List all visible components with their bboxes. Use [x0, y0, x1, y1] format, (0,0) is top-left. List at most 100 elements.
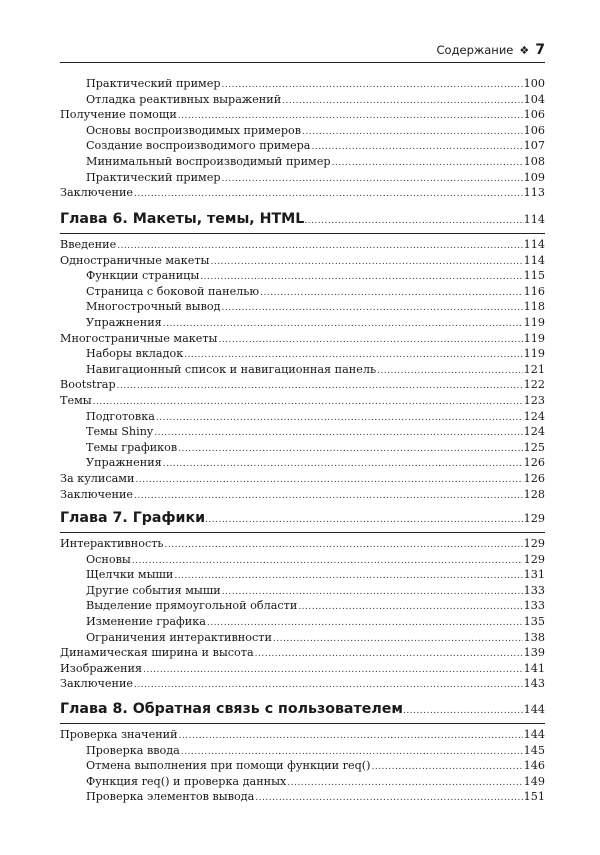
- dot-leader: [218, 333, 522, 347]
- toc-section-entry[interactable]: Заключение 128: [60, 487, 545, 503]
- toc-subsection-entry[interactable]: Навигационный список и навигационная пан…: [60, 362, 545, 378]
- entry-title: Практический пример: [86, 77, 221, 90]
- toc-chapter-7: Глава 7. Графики129 Интерактивность129Осн…: [60, 510, 545, 692]
- toc-subsection-entry[interactable]: Практический пример 100: [60, 76, 545, 92]
- toc-subsection-entry[interactable]: Практический пример 109: [60, 170, 545, 186]
- entry-page: 125: [523, 440, 545, 454]
- toc-subsection-entry[interactable]: Отладка реактивных выражений 104: [60, 92, 545, 108]
- entry-title: Проверка значений: [60, 728, 178, 741]
- entry-title: Подготовка: [86, 409, 155, 423]
- dot-leader: [260, 286, 523, 300]
- toc-subsection-entry[interactable]: Отмена выполнения при помощи функции req…: [60, 758, 545, 774]
- entry-title: Изображения: [60, 661, 143, 675]
- dot-leader: [163, 317, 523, 331]
- dot-leader: [255, 647, 523, 661]
- entry-title: Упражнения: [86, 456, 162, 470]
- entry-page: 114: [523, 253, 545, 267]
- dot-leader: [371, 760, 522, 774]
- toc-subsection-entry[interactable]: Темы Shiny 124: [60, 424, 545, 440]
- entry-page: 139: [523, 646, 545, 660]
- entry-title: Динамическая ширина и высота: [60, 646, 254, 660]
- running-header: Содержание ❖ 7: [60, 38, 545, 63]
- entry-page: 106: [523, 108, 545, 122]
- toc-subsection-entry[interactable]: Функция req() и проверка данных 149: [60, 774, 545, 790]
- chapter-heading[interactable]: Глава 8. Обратная связь с пользователем 1…: [60, 701, 545, 724]
- toc-subsection-entry[interactable]: Изменение графика 135: [60, 614, 545, 630]
- toc-section-entry[interactable]: Изображения 141: [60, 661, 545, 677]
- toc-section-entry[interactable]: Многостраничные макеты 119: [60, 331, 545, 347]
- entry-page: 115: [523, 269, 545, 283]
- entry-title: Получение помощи: [60, 108, 177, 122]
- chapter-title: Глава 6. Макеты, темы, HTML: [60, 211, 305, 227]
- toc-subsection-entry[interactable]: Ограничения интерактивности 138: [60, 630, 545, 646]
- entry-page: 146: [523, 759, 545, 773]
- toc-subsection-entry[interactable]: Другие события мыши 133: [60, 583, 545, 599]
- toc-subsection-entry[interactable]: Проверка элементов вывода 151: [60, 789, 545, 805]
- toc-section-entry[interactable]: Проверка значений 144: [60, 727, 545, 743]
- toc-section-entry[interactable]: Интерактивность 129: [60, 536, 545, 552]
- dot-leader: [134, 187, 523, 201]
- entry-title: Изменение графика: [86, 614, 206, 628]
- entry-title: Заключение: [60, 487, 134, 501]
- entry-title: Функция req() и проверка данных: [86, 774, 287, 788]
- toc-subsection-entry[interactable]: Упражнения 119: [60, 315, 545, 331]
- toc-subsection-entry[interactable]: Многострочный вывод 118: [60, 299, 545, 315]
- entry-page: 122: [523, 378, 545, 392]
- dot-leader: [117, 239, 522, 253]
- chapter-page: 144: [523, 703, 545, 716]
- entry-page: 143: [523, 677, 545, 691]
- chapter-title: Глава 7. Графики: [60, 510, 206, 526]
- dot-leader: [184, 348, 522, 362]
- entry-title: Отладка реактивных выражений: [86, 92, 282, 106]
- toc-section-entry[interactable]: Введение 114: [60, 237, 545, 253]
- toc-subsection-entry[interactable]: Страница с боковой панелью 116: [60, 284, 545, 300]
- toc-section-entry[interactable]: Темы 123: [60, 393, 545, 409]
- dot-leader: [163, 457, 523, 471]
- dot-leader: [302, 125, 523, 139]
- toc-subsection-entry[interactable]: Подготовка 124: [60, 409, 545, 425]
- dot-leader: [222, 301, 523, 315]
- toc-subsection-entry[interactable]: Основы 129: [60, 552, 545, 568]
- dot-leader: [298, 600, 522, 614]
- dot-leader: [311, 140, 522, 154]
- entry-title: Выделение прямоугольной области: [86, 599, 298, 613]
- chapter-heading[interactable]: Глава 7. Графики 129: [60, 510, 545, 533]
- entry-page: 100: [523, 77, 545, 90]
- toc-subsection-entry[interactable]: Упражнения 126: [60, 455, 545, 471]
- toc-subsection-entry[interactable]: Функции страницы 115: [60, 268, 545, 284]
- toc-subsection-entry[interactable]: Создание воспроизводимого примера 107: [60, 138, 545, 154]
- ornament-icon: ❖: [519, 44, 530, 57]
- entry-page: 149: [523, 774, 545, 788]
- dot-leader: [222, 78, 523, 92]
- toc-subsection-entry[interactable]: Наборы вкладок 119: [60, 346, 545, 362]
- toc-subsection-entry[interactable]: Щелчки мыши 131: [60, 567, 545, 583]
- dot-leader: [165, 538, 523, 552]
- toc-section-entry[interactable]: Заключение 143: [60, 676, 545, 692]
- entry-page: 119: [523, 315, 545, 329]
- toc-subsection-entry[interactable]: Выделение прямоугольной области 133: [60, 598, 545, 614]
- entry-title: Многостраничные макеты: [60, 331, 218, 345]
- toc-section-entry[interactable]: Одностраничные макеты 114: [60, 253, 545, 269]
- toc-section-entry[interactable]: Bootstrap 122: [60, 377, 545, 393]
- toc-section-entry[interactable]: Получение помощи 106: [60, 107, 545, 123]
- toc-section-entry[interactable]: За кулисами 126: [60, 471, 545, 487]
- dot-leader: [143, 663, 523, 677]
- dot-leader: [222, 585, 523, 599]
- entry-page: 118: [523, 300, 545, 314]
- toc-subsection-entry[interactable]: Основы воспроизводимых примеров 106: [60, 123, 545, 139]
- entry-page: 106: [523, 123, 545, 137]
- toc-section-entry[interactable]: Заключение 113: [60, 185, 545, 201]
- entry-page: 114: [523, 238, 545, 251]
- toc-subsection-entry[interactable]: Проверка ввода 145: [60, 743, 545, 759]
- entry-page: 133: [523, 599, 545, 613]
- toc-section-entry[interactable]: Динамическая ширина и высота 139: [60, 645, 545, 661]
- chapter-heading[interactable]: Глава 6. Макеты, темы, HTML 114: [60, 211, 545, 234]
- dot-leader: [178, 109, 523, 123]
- entry-title: Навигационный список и навигационная пан…: [86, 362, 377, 376]
- toc-subsection-entry[interactable]: Минимальный воспроизводимый пример 108: [60, 154, 545, 170]
- entry-title: Страница с боковой панелью: [86, 284, 260, 298]
- dot-leader: [174, 569, 522, 583]
- entry-page: 108: [523, 154, 545, 168]
- entry-title: Интерактивность: [60, 537, 164, 550]
- toc-subsection-entry[interactable]: Темы графиков 125: [60, 440, 545, 456]
